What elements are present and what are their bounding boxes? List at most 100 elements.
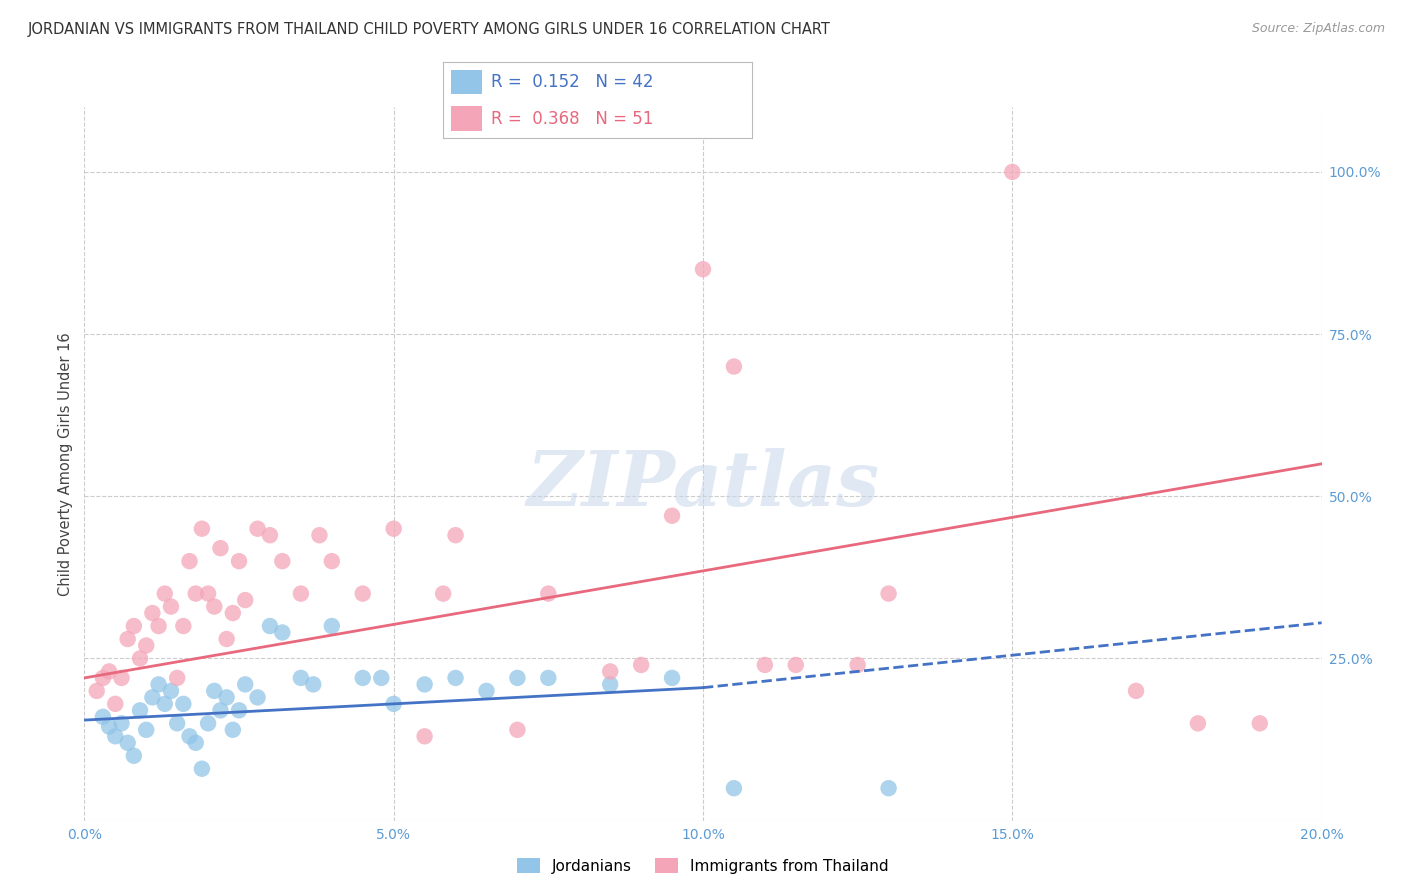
Point xyxy=(166,716,188,731)
Point xyxy=(432,586,454,600)
Point xyxy=(877,586,900,600)
Point xyxy=(370,671,392,685)
Text: R =  0.368   N = 51: R = 0.368 N = 51 xyxy=(491,110,654,128)
Point xyxy=(135,723,157,737)
Point xyxy=(413,677,436,691)
Point xyxy=(846,657,869,672)
Point xyxy=(166,671,188,685)
Point xyxy=(184,586,207,600)
Point xyxy=(222,723,245,737)
Point xyxy=(382,697,405,711)
Point xyxy=(785,657,807,672)
Legend: Jordanians, Immigrants from Thailand: Jordanians, Immigrants from Thailand xyxy=(510,852,896,880)
Point xyxy=(160,684,183,698)
Point xyxy=(661,671,683,685)
Point xyxy=(692,262,714,277)
Point xyxy=(104,729,127,743)
Point xyxy=(1001,165,1024,179)
Point xyxy=(599,677,621,691)
Point xyxy=(179,554,201,568)
Point xyxy=(141,690,163,705)
Text: R =  0.152   N = 42: R = 0.152 N = 42 xyxy=(491,73,654,91)
Point xyxy=(290,586,312,600)
Text: JORDANIAN VS IMMIGRANTS FROM THAILAND CHILD POVERTY AMONG GIRLS UNDER 16 CORRELA: JORDANIAN VS IMMIGRANTS FROM THAILAND CH… xyxy=(28,22,831,37)
Point xyxy=(246,690,269,705)
Point xyxy=(233,677,256,691)
Point xyxy=(191,522,214,536)
Text: Source: ZipAtlas.com: Source: ZipAtlas.com xyxy=(1251,22,1385,36)
Point xyxy=(153,586,176,600)
Point xyxy=(91,710,114,724)
Point xyxy=(352,671,374,685)
Point xyxy=(723,359,745,374)
Point xyxy=(86,684,108,698)
Point xyxy=(228,703,250,717)
Point xyxy=(630,657,652,672)
Point xyxy=(110,716,132,731)
Point xyxy=(259,528,281,542)
Point xyxy=(222,606,245,620)
Point xyxy=(228,554,250,568)
Point xyxy=(352,586,374,600)
Point xyxy=(308,528,330,542)
Point xyxy=(302,677,325,691)
Point xyxy=(209,703,232,717)
Point xyxy=(1249,716,1271,731)
Point xyxy=(184,736,207,750)
Point xyxy=(271,554,294,568)
Point xyxy=(754,657,776,672)
Point xyxy=(1125,684,1147,698)
Point xyxy=(179,729,201,743)
Point xyxy=(215,632,238,646)
Point xyxy=(877,781,900,796)
Point xyxy=(321,619,343,633)
Point xyxy=(475,684,498,698)
Point xyxy=(135,639,157,653)
Point xyxy=(129,703,152,717)
Point xyxy=(104,697,127,711)
Bar xyxy=(450,106,481,130)
Point xyxy=(172,619,194,633)
Point xyxy=(197,716,219,731)
Point xyxy=(661,508,683,523)
Point xyxy=(382,522,405,536)
Point xyxy=(321,554,343,568)
Point xyxy=(117,736,139,750)
Point xyxy=(191,762,214,776)
Point xyxy=(122,748,145,763)
Point xyxy=(129,651,152,665)
Point xyxy=(153,697,176,711)
Point xyxy=(172,697,194,711)
Point xyxy=(122,619,145,633)
Point xyxy=(413,729,436,743)
Point xyxy=(259,619,281,633)
Point xyxy=(110,671,132,685)
Point xyxy=(233,593,256,607)
Point xyxy=(209,541,232,556)
Point xyxy=(271,625,294,640)
Bar xyxy=(450,70,481,95)
Point xyxy=(160,599,183,614)
Point xyxy=(98,720,121,734)
Point xyxy=(506,671,529,685)
Point xyxy=(98,665,121,679)
Point xyxy=(1187,716,1209,731)
Point xyxy=(215,690,238,705)
Point xyxy=(202,599,225,614)
Text: ZIPatlas: ZIPatlas xyxy=(526,449,880,522)
Point xyxy=(537,586,560,600)
Point xyxy=(444,671,467,685)
Point xyxy=(202,684,225,698)
Point xyxy=(91,671,114,685)
Y-axis label: Child Poverty Among Girls Under 16: Child Poverty Among Girls Under 16 xyxy=(58,332,73,596)
Point xyxy=(444,528,467,542)
Point xyxy=(537,671,560,685)
Point xyxy=(197,586,219,600)
Point xyxy=(290,671,312,685)
Point xyxy=(506,723,529,737)
Point xyxy=(723,781,745,796)
Point xyxy=(148,619,170,633)
Point xyxy=(117,632,139,646)
Point xyxy=(246,522,269,536)
Point xyxy=(599,665,621,679)
